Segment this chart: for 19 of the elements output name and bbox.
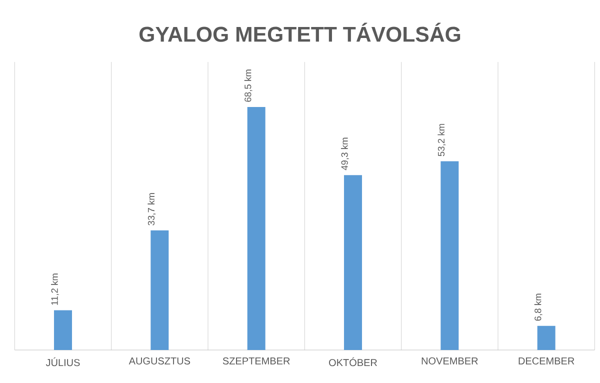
x-tick-label: JÚLIUS xyxy=(46,357,80,366)
bar xyxy=(247,106,266,350)
data-label: 33,7 km xyxy=(148,193,156,226)
data-label: 68,5 km xyxy=(244,70,252,102)
chart-title: GYALOG MEGTETT TÁVOLSÁG xyxy=(139,22,460,42)
bar xyxy=(344,175,362,350)
x-tick-label: SZEPTEMBER xyxy=(222,357,290,364)
bar xyxy=(54,310,72,350)
bar xyxy=(440,161,459,350)
x-tick-label: AUGUSZTUS xyxy=(128,357,190,364)
data-label: 11,2 km xyxy=(51,274,59,305)
x-tick-label: NOVEMBER xyxy=(422,357,478,364)
x-tick-label: OKTÓBER xyxy=(329,357,377,366)
bar xyxy=(150,230,169,350)
data-label: 6,8 km xyxy=(534,294,542,321)
x-tick-label: DECEMBER xyxy=(518,357,574,364)
data-label: 49,3 km xyxy=(341,138,349,170)
bar xyxy=(537,326,556,350)
data-label: 53,2 km xyxy=(438,124,446,156)
